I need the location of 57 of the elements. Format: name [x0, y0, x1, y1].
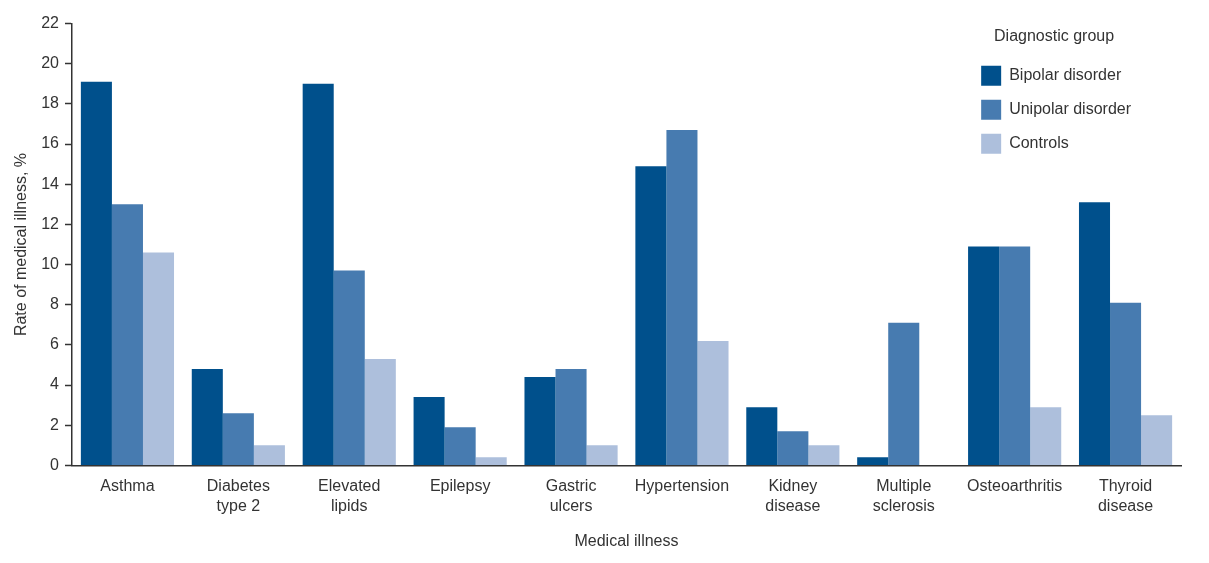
y-tick-label: 6: [50, 335, 60, 353]
bar: [968, 246, 1000, 465]
x-tick-label: Diabetes type 2: [206, 477, 270, 514]
y-tick-label: 18: [41, 94, 60, 112]
x-tick-label: Asthma: [100, 477, 155, 495]
x-tick-label: Thyroid disease: [1097, 477, 1154, 514]
y-tick-label: 0: [50, 455, 60, 473]
x-tick-label: Elevated lipids: [318, 477, 381, 514]
bar: [444, 427, 476, 465]
bar: [222, 413, 254, 465]
bar: [333, 270, 365, 465]
bar: [999, 246, 1031, 465]
bar: [555, 369, 587, 465]
bar: [413, 397, 445, 465]
legend-label: Unipolar disorder: [1009, 100, 1132, 118]
bar: [364, 358, 396, 465]
bar: [80, 81, 112, 465]
legend-title: Diagnostic group: [994, 27, 1115, 45]
bar: [302, 83, 334, 465]
y-tick-label: 20: [41, 54, 60, 72]
bar: [586, 445, 618, 465]
y-tick-label: 12: [41, 214, 60, 232]
bar: [111, 204, 143, 465]
x-tick-label: Gastric ulcers: [545, 477, 597, 514]
bar: [1078, 202, 1111, 465]
bar: [697, 340, 729, 465]
legend-label: Controls: [1009, 134, 1069, 152]
bar: [524, 377, 556, 465]
x-tick-label: Osteoarthritis: [967, 477, 1063, 495]
x-tick-label: Hypertension: [634, 477, 730, 495]
bar: [777, 431, 809, 465]
bar: [888, 322, 920, 465]
bar: [142, 252, 175, 465]
legend-label: Bipolar disorder: [1009, 66, 1122, 84]
y-tick-label: 8: [50, 295, 60, 313]
x-tick-label: Epilepsy: [429, 477, 491, 495]
bar: [808, 445, 840, 465]
x-tick-label: Multiple sclerosis: [872, 477, 935, 514]
y-tick-label: 2: [50, 415, 60, 433]
y-tick-label: 4: [50, 375, 60, 393]
bar: [475, 457, 507, 465]
y-tick-label: 16: [41, 134, 60, 152]
bar: [666, 130, 698, 465]
y-tick-label: 14: [41, 174, 60, 192]
bar: [746, 407, 778, 465]
y-tick-label: 10: [41, 254, 60, 272]
x-axis-title: Medical illness: [574, 531, 679, 549]
x-tick-label: Kidney disease: [765, 477, 821, 514]
bar: [1110, 302, 1142, 465]
y-axis-title: Rate of medical illness, %: [12, 152, 30, 337]
bar: [857, 457, 889, 465]
bar: [191, 369, 223, 465]
bar: [635, 166, 667, 465]
y-tick-label: 22: [41, 14, 60, 32]
bar: [1141, 415, 1173, 465]
bar: [253, 445, 285, 465]
bar: [1030, 407, 1062, 465]
